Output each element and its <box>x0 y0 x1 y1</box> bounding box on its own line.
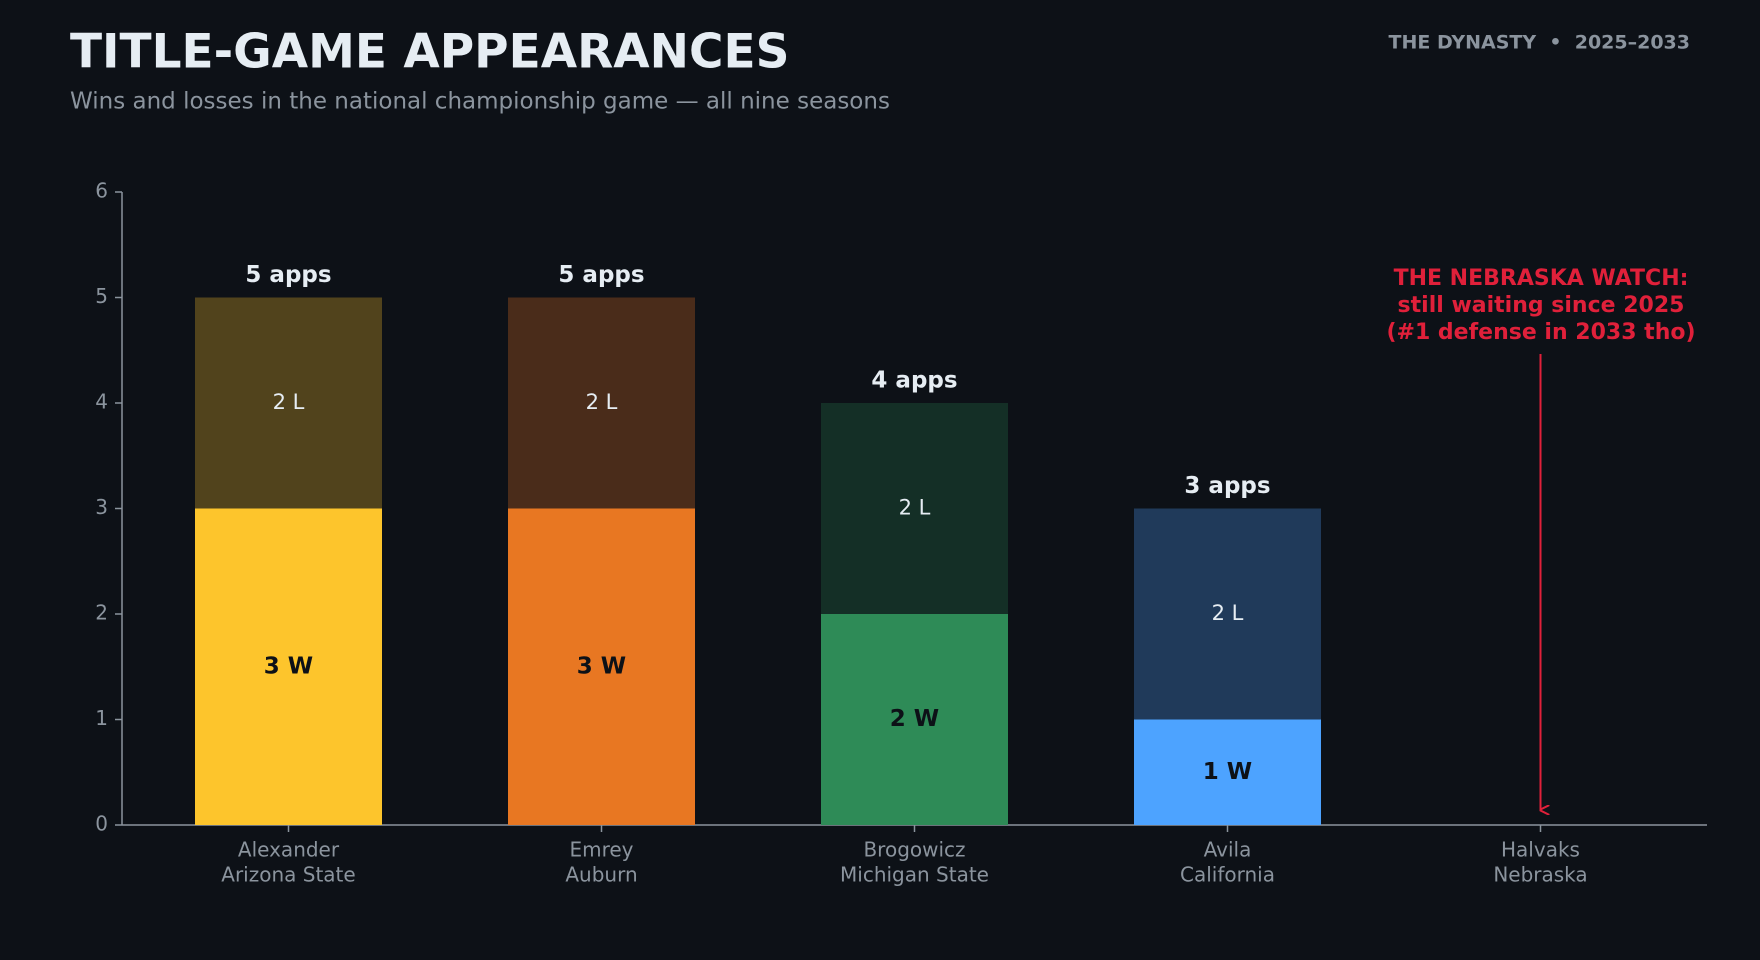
total-label: 4 apps <box>871 368 957 394</box>
value-label: 2 L <box>273 390 305 414</box>
value-label: 1 W <box>1203 759 1252 785</box>
bar-segment <box>195 508 382 825</box>
y-tick-label: 5 <box>95 284 108 308</box>
annotation: (#1 defense in 2033 tho) <box>1386 320 1695 345</box>
x-tick-label: Brogowicz <box>863 838 965 862</box>
chart-title: TITLE-GAME APPEARANCES <box>70 25 789 80</box>
value-label: 2 W <box>890 706 939 732</box>
x-tick-label: Avila <box>1204 838 1252 862</box>
value-label: 2 L <box>1212 601 1244 625</box>
y-tick-label: 1 <box>95 706 108 730</box>
bar-segment <box>195 297 382 509</box>
x-tick-label: Michigan State <box>840 863 989 887</box>
y-tick-label: 3 <box>95 495 108 519</box>
value-label: 3 W <box>577 653 626 679</box>
x-tick-label: Auburn <box>565 863 637 887</box>
y-tick-label: 4 <box>95 390 108 414</box>
y-tick-label: 2 <box>95 601 108 625</box>
bar-segment <box>1134 508 1321 720</box>
value-label: 2 L <box>899 496 931 520</box>
total-label: 3 apps <box>1184 473 1270 499</box>
x-tick-label: Alexander <box>238 838 340 862</box>
bar-segment <box>508 297 695 509</box>
value-label: 3 W <box>264 653 313 679</box>
bar-segment <box>821 403 1008 614</box>
annotation: still waiting since 2025 <box>1398 293 1685 318</box>
value-label: 2 L <box>586 390 618 414</box>
x-tick-label: Arizona State <box>221 863 355 887</box>
bar-segment <box>508 508 695 825</box>
x-tick-label: Nebraska <box>1493 863 1587 887</box>
total-label: 5 apps <box>558 262 644 288</box>
total-label: 5 apps <box>245 262 331 288</box>
brand: THE DYNASTY • 2025–2033 <box>1389 32 1690 54</box>
x-tick-label: Emrey <box>569 838 633 862</box>
annotation: THE NEBRASKA WATCH: <box>1394 266 1689 291</box>
y-tick-label: 6 <box>95 179 108 203</box>
bar-segment <box>1134 719 1321 825</box>
x-tick-label: Halvaks <box>1501 838 1580 862</box>
subtitle: Wins and losses in the national champion… <box>70 89 890 115</box>
x-tick-label: California <box>1180 863 1275 887</box>
bar-segment <box>821 614 1008 825</box>
y-tick-label: 0 <box>95 812 108 836</box>
